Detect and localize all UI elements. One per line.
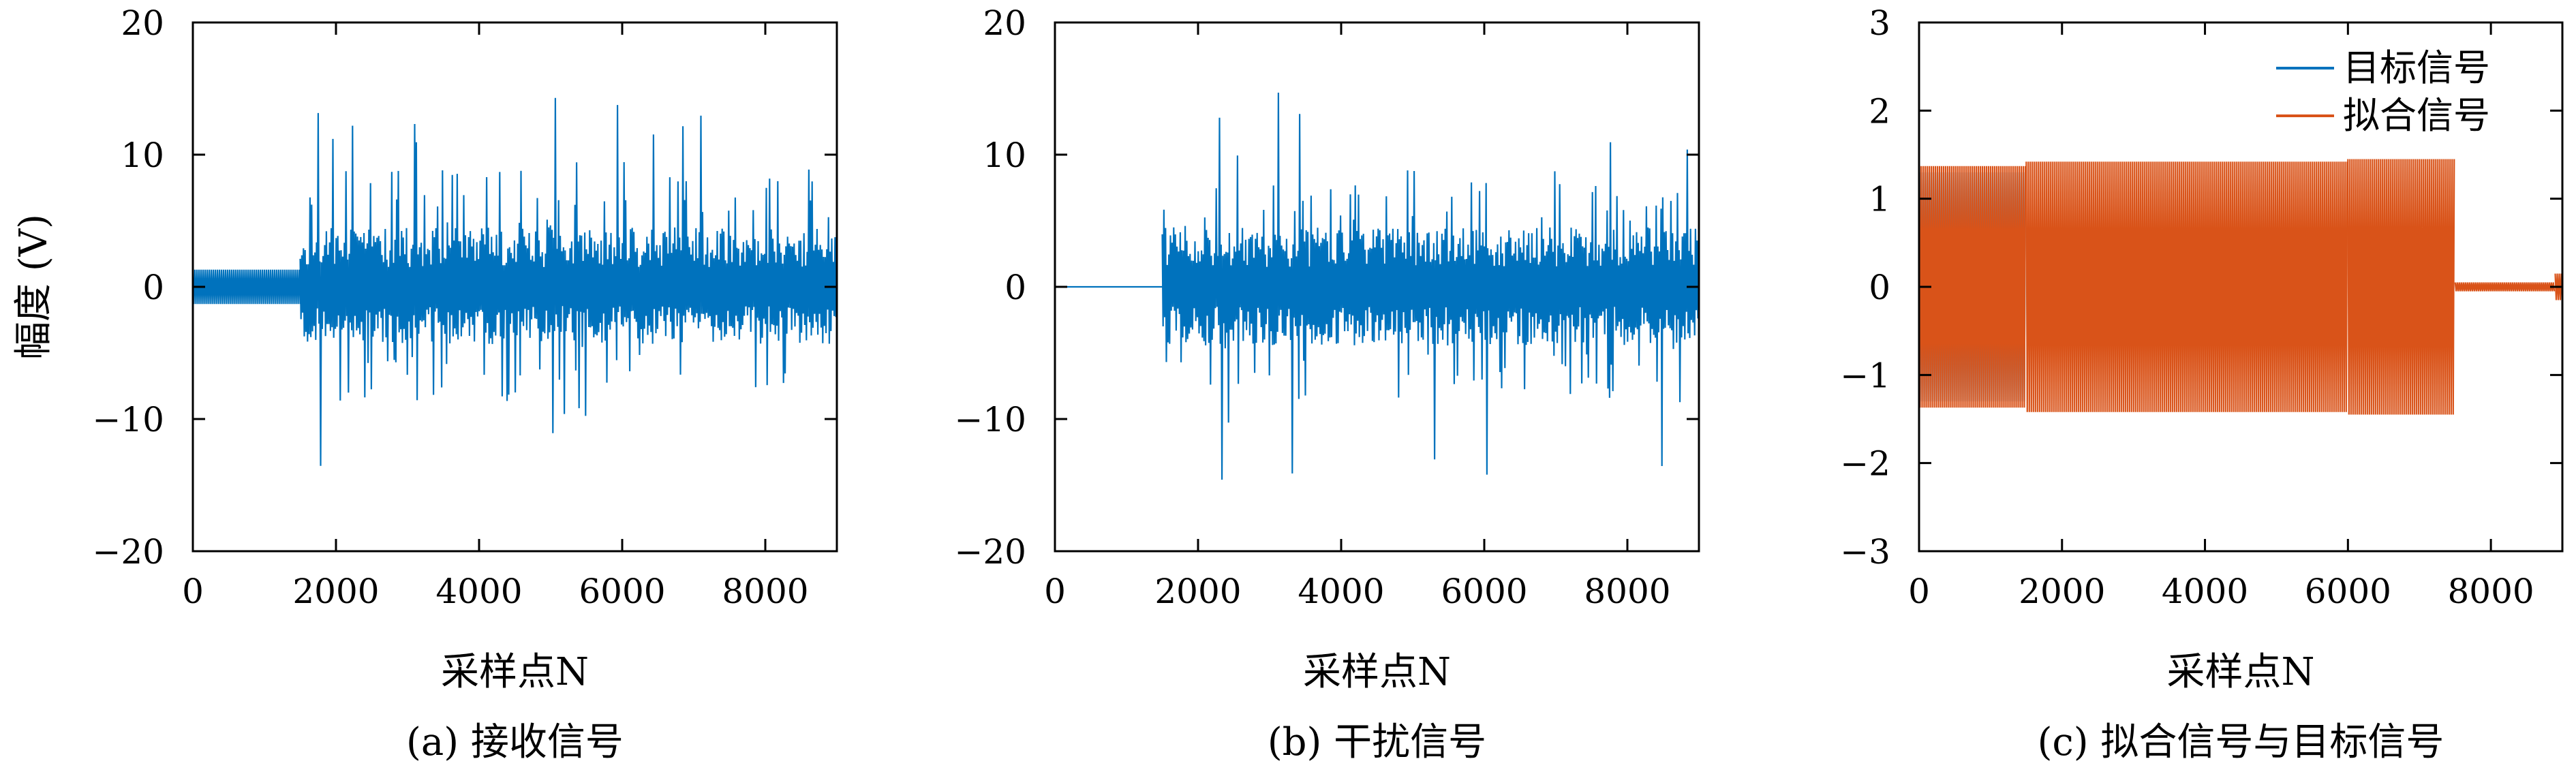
- panel-b: 0 2000 4000 6000 8000 20 10 0 −10 −20 采样点N (b) 干扰…: [954, 3, 1700, 764]
- panel-c-y-tick-label: −2: [1840, 444, 1890, 484]
- panel-b-x-tick-label: 0: [1044, 572, 1066, 611]
- panel-b-x-axis-label: 采样点N: [1303, 650, 1451, 694]
- panel-b-ticks: 0 2000 4000 6000 8000 20 10 0 −10 −20: [954, 3, 1699, 611]
- panel-a-x-tick-label: 4000: [435, 572, 522, 611]
- panel-b-y-tick-label: 10: [983, 136, 1026, 175]
- panel-b-caption: (b) 干扰信号: [1268, 720, 1486, 764]
- panel-c-ticks: 0 2000 4000 6000 8000 3 2 1 0 −1 −2 −3: [1840, 3, 2562, 611]
- panel-b-x-tick-label: 6000: [1441, 572, 1527, 611]
- panel-a-y-axis-label: 幅度 (V): [12, 214, 56, 360]
- panel-a-series-0-segment-0: [191, 269, 301, 305]
- panel-c-y-tick-label: 2: [1869, 91, 1890, 131]
- panel-a-y-tick-label: 0: [142, 268, 164, 307]
- panel-a-caption: (a) 接收信号: [406, 720, 624, 764]
- panel-a-y-tick-label: 20: [121, 3, 164, 43]
- panel-b-x-tick-label: 4000: [1298, 572, 1384, 611]
- panel-a-series-0-segment-1: [299, 97, 838, 466]
- panel-b-y-tick-label: −10: [954, 400, 1026, 439]
- panel-a-x-axis-label: 采样点N: [441, 650, 589, 694]
- panel-c-x-axis-label: 采样点N: [2167, 650, 2315, 694]
- panel-b-plot-area: [1055, 92, 1700, 480]
- panel-a-x-tick-label: 0: [182, 572, 204, 611]
- panel-a: 0 2000 4000 6000 8000 20 10 0 −10 −20 采样点N 幅度 (V)…: [12, 3, 838, 764]
- panel-c-caption: (c) 拟合信号与目标信号: [2038, 720, 2444, 764]
- panel-a-plot-area: [191, 97, 838, 466]
- panel-a-y-tick-label: 10: [121, 136, 164, 175]
- panel-c-x-tick-label: 4000: [2162, 572, 2248, 611]
- panel-a-y-tick-label: −20: [92, 532, 164, 572]
- panel-c-legend-label: 目标信号: [2343, 46, 2490, 89]
- panel-c-y-tick-label: 0: [1869, 268, 1890, 307]
- panel-c-series-1-segment-0: [1918, 166, 2027, 408]
- panel-c-series-1-segment-2: [2347, 159, 2455, 415]
- panel-c-legend-label: 拟合信号: [2343, 94, 2490, 137]
- panel-c-series-1-segment-3: [2454, 282, 2556, 292]
- panel-b-x-tick-label: 2000: [1154, 572, 1241, 611]
- panel-c-y-tick-label: −3: [1840, 532, 1890, 572]
- panel-a-x-tick-label: 2000: [292, 572, 379, 611]
- panel-c-x-tick-label: 2000: [2019, 572, 2105, 611]
- panel-c-series-1-segment-4: [2554, 273, 2562, 300]
- panel-c-x-tick-label: 6000: [2305, 572, 2391, 611]
- panel-c-x-tick-label: 0: [1908, 572, 1930, 611]
- panel-a-ticks: 0 2000 4000 6000 8000 20 10 0 −10 −20: [92, 3, 837, 611]
- panel-b-x-tick-label: 8000: [1584, 572, 1670, 611]
- panel-a-x-tick-label: 8000: [722, 572, 808, 611]
- panel-c-y-tick-label: 3: [1869, 3, 1890, 43]
- panel-c-y-tick-label: −1: [1840, 356, 1890, 395]
- panel-c-plot-area: [1918, 159, 2562, 415]
- panel-a-x-tick-label: 6000: [579, 572, 665, 611]
- panel-c-series-1-segment-1: [2025, 161, 2348, 412]
- panel-c-y-tick-label: 1: [1869, 180, 1890, 219]
- panel-b-y-tick-label: 20: [983, 3, 1026, 43]
- panel-a-y-tick-label: −10: [92, 400, 164, 439]
- panel-c: 0 2000 4000 6000 8000 3 2 1 0 −1 −2 −3 采样点N (c) 拟合信…: [1840, 3, 2564, 764]
- panel-b-series-0-segment-1: [1161, 92, 1700, 480]
- panel-b-y-tick-label: −20: [954, 532, 1026, 572]
- panel-c-x-tick-label: 8000: [2447, 572, 2534, 611]
- panel-b-y-tick-label: 0: [1005, 268, 1026, 307]
